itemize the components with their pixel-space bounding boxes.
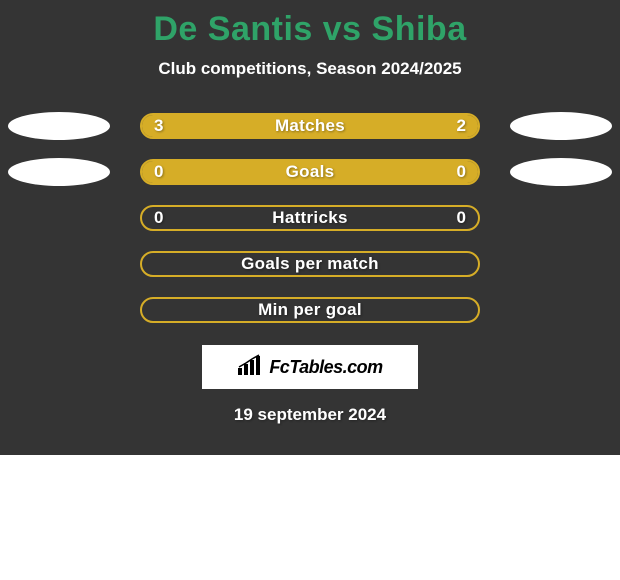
stat-label: Hattricks — [272, 208, 347, 228]
left-value: 0 — [154, 208, 163, 228]
right-marker — [510, 112, 612, 140]
stat-bar: Min per goal — [140, 297, 480, 323]
logo-text: FcTables.com — [269, 357, 382, 378]
stat-bar: 0 0 Goals — [140, 159, 480, 185]
stat-row: 0 0 Goals — [0, 159, 620, 185]
stat-bar: 3 2 Matches — [140, 113, 480, 139]
stat-bar: Goals per match — [140, 251, 480, 277]
stat-row: 3 2 Matches — [0, 113, 620, 139]
subtitle: Club competitions, Season 2024/2025 — [0, 59, 620, 79]
date-label: 19 september 2024 — [0, 405, 620, 425]
left-marker — [8, 112, 110, 140]
footer-logo: FcTables.com — [202, 345, 418, 389]
stat-row: 0 0 Hattricks — [0, 205, 620, 231]
right-value: 0 — [457, 208, 466, 228]
stat-bar: 0 0 Hattricks — [140, 205, 480, 231]
left-value: 0 — [154, 162, 163, 182]
page-title: De Santis vs Shiba — [0, 10, 620, 49]
right-marker — [510, 158, 612, 186]
stat-label: Min per goal — [258, 300, 362, 320]
left-marker — [8, 158, 110, 186]
right-fill — [310, 161, 478, 183]
stat-label: Goals per match — [241, 254, 379, 274]
right-value: 0 — [457, 162, 466, 182]
stat-rows: 3 2 Matches 0 0 Goals 0 0 Hattricks Goals per mat… — [0, 113, 620, 323]
right-value: 2 — [457, 116, 466, 136]
stat-row: Goals per match — [0, 251, 620, 277]
stat-label: Matches — [275, 116, 345, 136]
left-value: 3 — [154, 116, 163, 136]
comparison-panel: De Santis vs Shiba Club competitions, Se… — [0, 0, 620, 455]
chart-icon — [237, 354, 263, 381]
stat-row: Min per goal — [0, 297, 620, 323]
stat-label: Goals — [286, 162, 335, 182]
